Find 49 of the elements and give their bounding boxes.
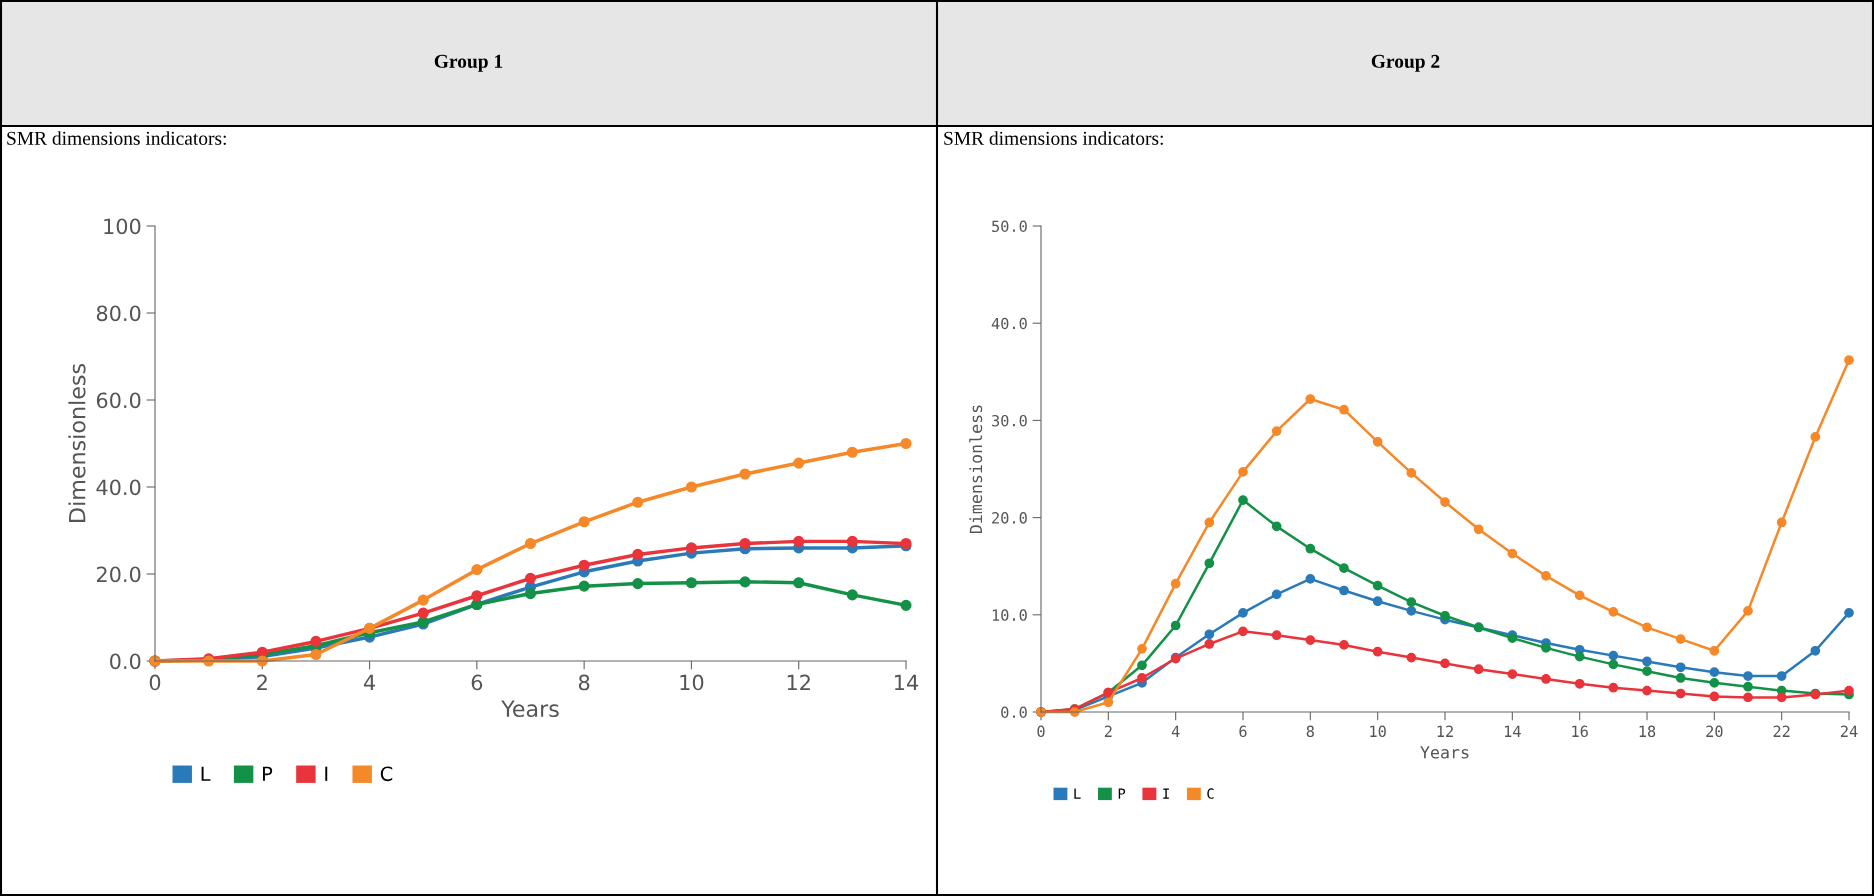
y-tick-label: 20.0 xyxy=(992,512,1027,524)
y-tick-label: 30.0 xyxy=(992,414,1027,427)
y-tick-label: 40.0 xyxy=(991,317,1027,330)
x-tick-label: 4 xyxy=(1171,725,1180,737)
y-axis-title: Dimensionless xyxy=(68,364,86,522)
chart-subtitle: SMR dimensions indicators: xyxy=(7,131,226,145)
x-tick-label: 0 xyxy=(1037,725,1045,738)
y-tick-label: 40.0 xyxy=(96,479,141,496)
x-tick-label: 16 xyxy=(1572,725,1588,738)
chart-subtitle: SMR dimensions indicators: xyxy=(944,131,1163,145)
x-tick-label: 2 xyxy=(1104,725,1112,737)
x-tick-label: 18 xyxy=(1639,725,1656,738)
x-tick-label: 20 xyxy=(1706,725,1723,738)
y-tick-label: 60.0 xyxy=(96,392,141,409)
y-tick-label: 20.0 xyxy=(96,566,141,583)
x-tick-label: 10 xyxy=(680,674,704,691)
legend-label: P xyxy=(263,766,273,781)
x-tick-label: 14 xyxy=(895,674,919,691)
x-tick-label: 12 xyxy=(1437,725,1453,737)
y-tick-label: 80.0 xyxy=(96,305,141,322)
chart-title: Group 1 xyxy=(434,54,503,72)
x-tick-label: 14 xyxy=(1504,725,1521,737)
x-tick-label: 4 xyxy=(363,674,376,691)
legend-label: I xyxy=(1163,788,1169,799)
x-tick-label: 6 xyxy=(1239,725,1247,738)
x-tick-label: 0 xyxy=(149,674,161,691)
legend-label: I xyxy=(325,766,328,781)
legend-label: P xyxy=(1118,788,1126,799)
y-tick-label: 10.0 xyxy=(992,609,1027,621)
legend-label: L xyxy=(1074,788,1081,799)
x-tick-label: 8 xyxy=(578,674,590,691)
x-tick-label: 2 xyxy=(257,674,267,691)
x-tick-label: 10 xyxy=(1370,725,1386,738)
x-axis-title: Years xyxy=(501,700,559,718)
x-tick-label: 12 xyxy=(787,674,810,691)
y-axis-title: Dimensionless xyxy=(969,405,983,534)
legend-label: L xyxy=(201,766,211,781)
chart-title: Group 2 xyxy=(1371,54,1440,72)
x-tick-label: 8 xyxy=(1306,725,1314,738)
x-axis-title: Years xyxy=(1420,746,1469,759)
x-tick-label: 22 xyxy=(1773,725,1790,737)
legend-label: C xyxy=(380,766,393,782)
y-tick-label: 0.0 xyxy=(110,653,141,670)
y-tick-label: 100 xyxy=(104,218,141,235)
y-tick-label: 0.0 xyxy=(1001,706,1027,719)
legend-label: C xyxy=(1207,788,1214,799)
x-tick-label: 6 xyxy=(471,674,483,691)
x-tick-label: 24 xyxy=(1840,725,1858,737)
y-tick-label: 50.0 xyxy=(992,220,1027,233)
